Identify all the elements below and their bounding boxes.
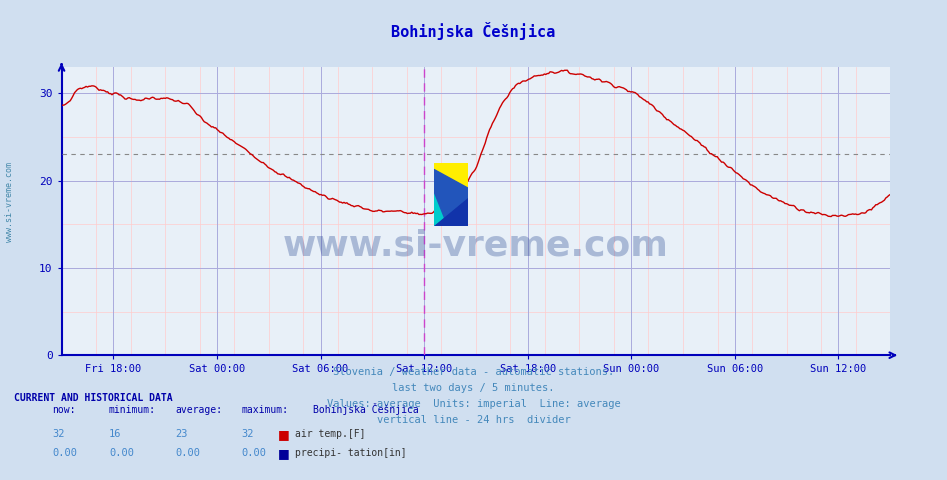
Text: CURRENT AND HISTORICAL DATA: CURRENT AND HISTORICAL DATA xyxy=(14,393,173,403)
Text: average:: average: xyxy=(175,405,223,415)
Text: 32: 32 xyxy=(52,429,64,439)
Text: 0.00: 0.00 xyxy=(241,448,266,458)
Text: 0.00: 0.00 xyxy=(52,448,77,458)
Text: air temp.[F]: air temp.[F] xyxy=(295,429,365,439)
Polygon shape xyxy=(434,169,468,226)
Text: precipi- tation[in]: precipi- tation[in] xyxy=(295,448,406,458)
Text: www.si-vreme.com: www.si-vreme.com xyxy=(5,162,14,241)
Text: 16: 16 xyxy=(109,429,121,439)
Text: last two days / 5 minutes.: last two days / 5 minutes. xyxy=(392,383,555,393)
Text: 23: 23 xyxy=(175,429,188,439)
Text: 32: 32 xyxy=(241,429,254,439)
Text: Bohinjska Češnjica: Bohinjska Češnjica xyxy=(313,403,419,415)
Text: ■: ■ xyxy=(277,447,289,460)
Text: ■: ■ xyxy=(277,428,289,441)
Text: vertical line - 24 hrs  divider: vertical line - 24 hrs divider xyxy=(377,415,570,425)
Text: minimum:: minimum: xyxy=(109,405,156,415)
Polygon shape xyxy=(434,191,468,226)
Text: www.si-vreme.com: www.si-vreme.com xyxy=(283,229,669,263)
Text: 0.00: 0.00 xyxy=(109,448,134,458)
Text: Slovenia / weather data - automatic stations.: Slovenia / weather data - automatic stat… xyxy=(333,367,614,377)
Text: Bohinjska Češnjica: Bohinjska Češnjica xyxy=(391,22,556,40)
Text: 0.00: 0.00 xyxy=(175,448,200,458)
Polygon shape xyxy=(434,198,468,226)
Text: now:: now: xyxy=(52,405,76,415)
Text: Values: average  Units: imperial  Line: average: Values: average Units: imperial Line: av… xyxy=(327,399,620,409)
Text: maximum:: maximum: xyxy=(241,405,289,415)
